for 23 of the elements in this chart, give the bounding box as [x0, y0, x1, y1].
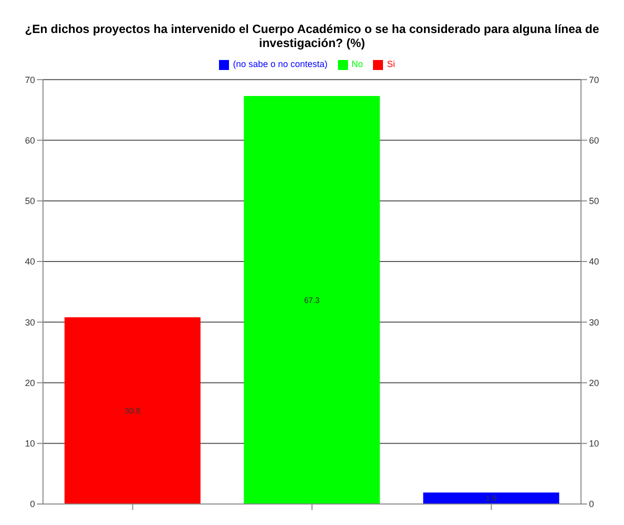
y-tick-label: 50: [24, 196, 35, 206]
y2-tick-label: 50: [589, 196, 600, 206]
y2-tick-label: 70: [589, 74, 600, 85]
y2-tick-label: 20: [589, 378, 600, 388]
y-tick-label: 60: [24, 135, 35, 146]
y2-tick-label: 10: [589, 438, 600, 449]
y-tick-label: 10: [24, 438, 35, 449]
y2-tick-label: 30: [589, 317, 600, 328]
data-label: 30.8: [124, 406, 141, 416]
y-tick-label: 40: [24, 256, 35, 267]
y2-tick-label: 0: [589, 499, 594, 510]
legend-label: (no sabe o no contesta): [232, 59, 328, 69]
chart-title: ¿En dichos proyectos ha intervenido el Cuerpo Académico o se ha considerado para alguna línea de investigación? (%): [24, 21, 600, 52]
data-label: 67.3: [304, 296, 320, 305]
data-label: 1.9: [486, 494, 498, 504]
legend-label: Si: [387, 59, 396, 69]
y-tick-label: 30: [24, 317, 35, 328]
legend-label: No: [352, 59, 364, 69]
y2-tick-label: 40: [589, 256, 600, 267]
y-tick-label: 0: [30, 499, 35, 510]
y-tick-label: 70: [24, 74, 35, 85]
y-tick-label: 20: [24, 378, 35, 388]
y2-tick-label: 60: [589, 135, 600, 146]
